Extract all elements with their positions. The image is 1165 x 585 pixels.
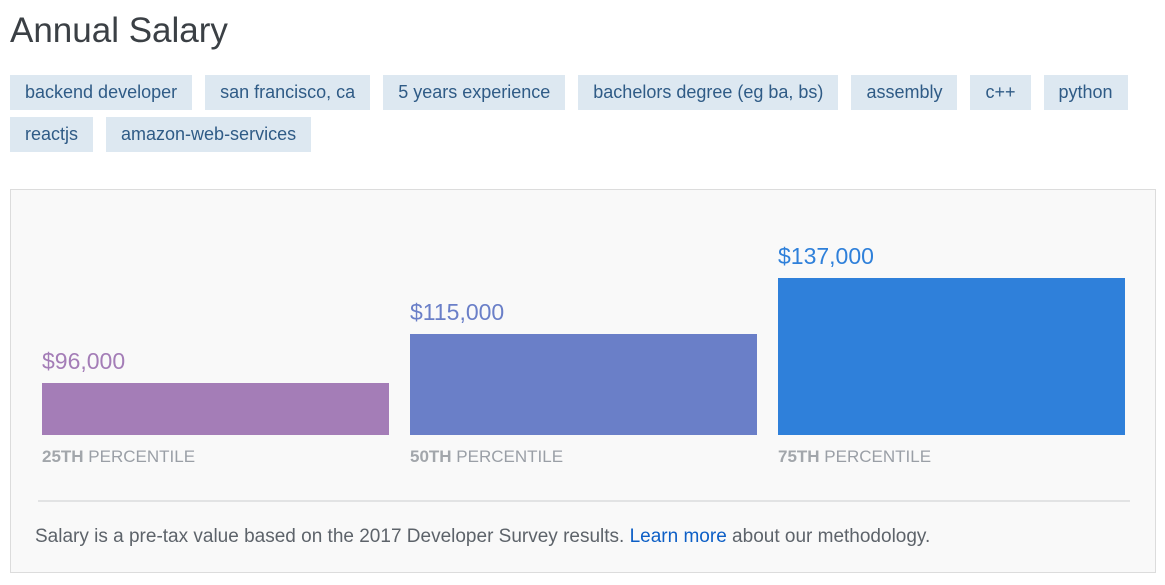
salary-bar-chart: $96,000 25TH PERCENTILE $115,000 50TH PERCE… — [11, 190, 1157, 480]
tag-aws[interactable]: amazon-web-services — [106, 117, 312, 152]
tag-experience[interactable]: 5 years experience — [383, 75, 566, 110]
bar-value-label: $96,000 — [42, 348, 126, 374]
learn-more-link[interactable]: Learn more — [629, 526, 727, 547]
tag-location[interactable]: san francisco, ca — [205, 75, 371, 110]
tag-cpp[interactable]: c++ — [970, 75, 1031, 110]
tag-list: backend developer san francisco, ca 5 ye… — [10, 75, 1150, 152]
salary-bar — [410, 334, 757, 435]
salary-panel: $96,000 25TH PERCENTILE $115,000 50TH PERCE… — [10, 189, 1156, 573]
bar-value-label: $137,000 — [778, 243, 874, 269]
divider — [38, 500, 1130, 502]
tag-education[interactable]: bachelors degree (eg ba, bs) — [578, 75, 839, 110]
percentile-label: 50TH PERCENTILE — [410, 447, 564, 466]
footnote: Salary is a pre-tax value based on the 2… — [35, 526, 930, 548]
tag-backend-developer[interactable]: backend developer — [10, 75, 193, 110]
percentile-label: 75TH PERCENTILE — [778, 447, 932, 466]
bar-value-label: $115,000 — [410, 299, 505, 325]
salary-bar — [42, 383, 389, 435]
tag-python[interactable]: python — [1043, 75, 1128, 110]
salary-bar — [778, 278, 1125, 435]
percentile-label: 25TH PERCENTILE — [42, 447, 196, 466]
footnote-text: Salary is a pre-tax value based on the 2… — [35, 526, 630, 547]
page-title: Annual Salary — [10, 11, 228, 50]
footnote-text-end: about our methodology. — [726, 526, 931, 547]
tag-reactjs[interactable]: reactjs — [10, 117, 94, 152]
tag-assembly[interactable]: assembly — [851, 75, 958, 110]
